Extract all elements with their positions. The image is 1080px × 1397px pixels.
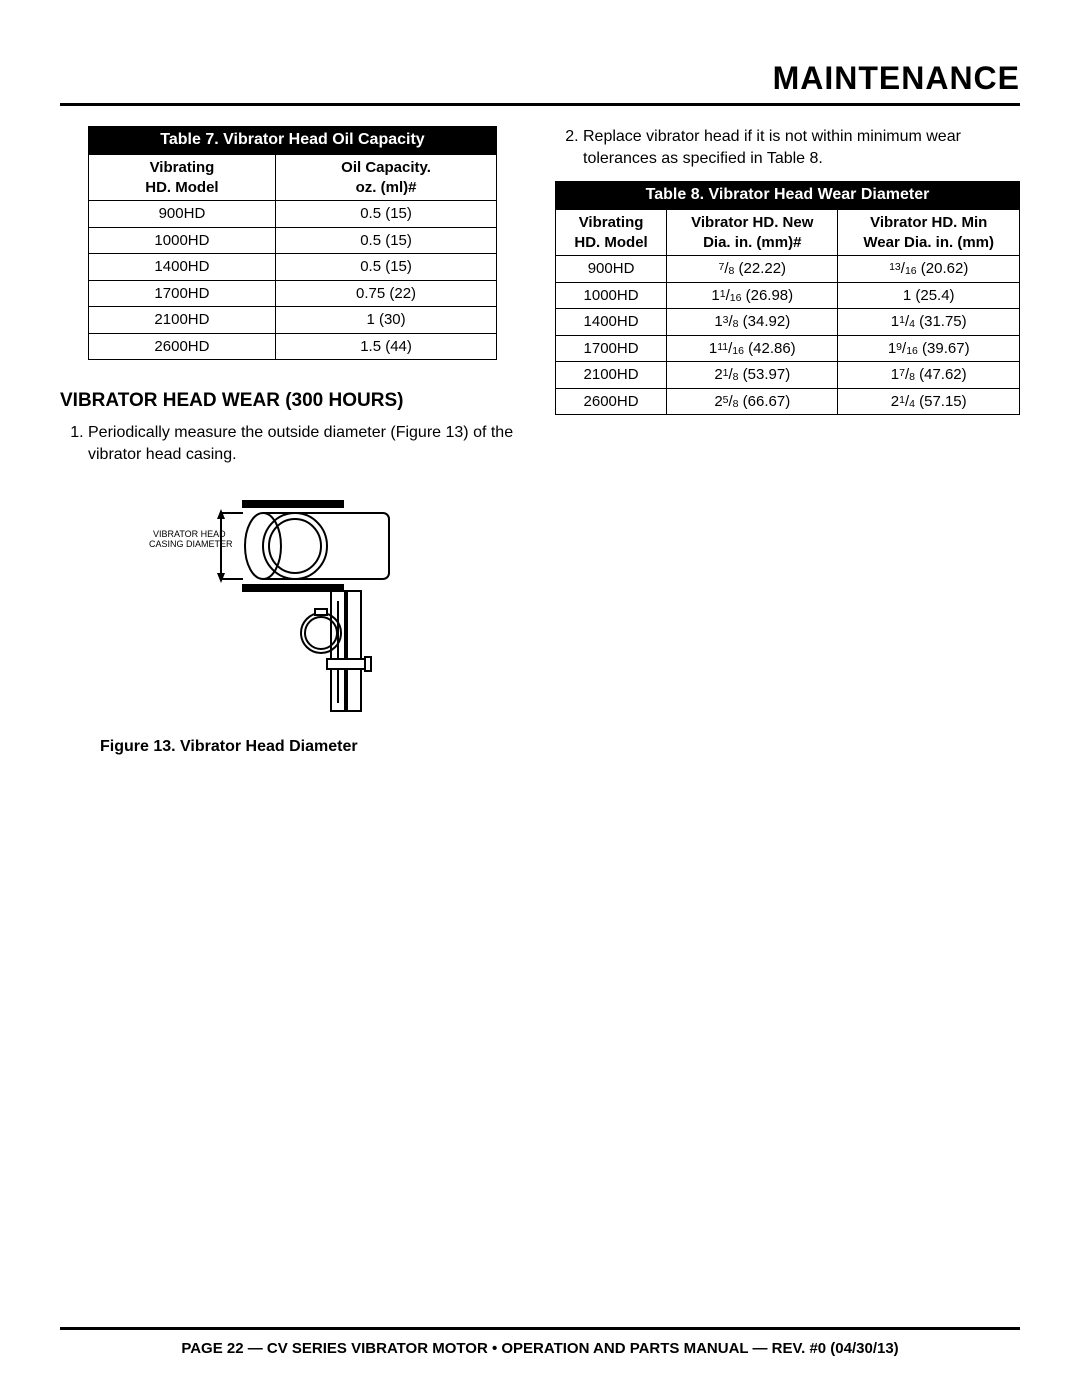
t8-h3a: Vibrator HD. Min: [870, 214, 987, 231]
table-row: 2600HD1.5 (44): [88, 333, 496, 360]
t8-cell-new: 21/8 (53.97): [667, 362, 838, 389]
step-1: Periodically measure the outside diamete…: [88, 422, 525, 465]
t7-h2a: Oil Capacity.: [341, 159, 431, 176]
t7-header-capacity: Oil Capacity. oz. (ml)#: [275, 155, 496, 201]
figure-13-caption: Figure 13. Vibrator Head Diameter: [60, 738, 525, 756]
t7-cell-model: 1000HD: [88, 227, 275, 254]
left-column: Table 7. Vibrator Head Oil Capacity Vibr…: [60, 126, 525, 764]
t7-cell-model: 1700HD: [88, 280, 275, 307]
t7-cell-capacity: 1.5 (44): [275, 333, 496, 360]
t8-header-model: Vibrating HD. Model: [556, 210, 667, 256]
t7-cell-capacity: 0.5 (15): [275, 254, 496, 281]
t8-cell-model: 900HD: [556, 256, 667, 283]
t8-header-new: Vibrator HD. New Dia. in. (mm)#: [667, 210, 838, 256]
t7-cell-capacity: 1 (30): [275, 307, 496, 334]
figure-13: VIBRATOR HEAD CASING DIAMETER Figure 13.…: [60, 483, 525, 756]
t8-cell-model: 2100HD: [556, 362, 667, 389]
step-2: Replace vibrator head if it is not withi…: [583, 126, 1020, 169]
t8-h2b: Dia. in. (mm)#: [703, 234, 801, 251]
t8-cell-min: 19/16 (39.67): [838, 335, 1020, 362]
t8-h1a: Vibrating: [579, 214, 644, 231]
table-row: 2100HD21/8 (53.97)17/8 (47.62): [556, 362, 1020, 389]
section-heading: VIBRATOR HEAD WEAR (300 HOURS): [60, 390, 525, 412]
t8-cell-model: 1400HD: [556, 309, 667, 336]
fig-label-1: VIBRATOR HEAD: [153, 529, 226, 539]
t8-cell-new: 7/8 (22.22): [667, 256, 838, 283]
table-row: 900HD7/8 (22.22)13/16 (20.62): [556, 256, 1020, 283]
t8-h1b: HD. Model: [574, 234, 647, 251]
t7-header-model: Vibrating HD. Model: [88, 155, 275, 201]
t8-h2a: Vibrator HD. New: [691, 214, 813, 231]
table-8: Table 8. Vibrator Head Wear Diameter Vib…: [555, 181, 1020, 415]
table-8-caption: Table 8. Vibrator Head Wear Diameter: [555, 181, 1020, 209]
t8-cell-min: 21/4 (57.15): [838, 388, 1020, 415]
t8-cell-model: 1000HD: [556, 282, 667, 309]
t7-cell-model: 2100HD: [88, 307, 275, 334]
content-columns: Table 7. Vibrator Head Oil Capacity Vibr…: [60, 126, 1020, 764]
table-row: 1000HD11/16 (26.98)1 (25.4): [556, 282, 1020, 309]
right-steps: Replace vibrator head if it is not withi…: [555, 126, 1020, 169]
title-rule: [60, 103, 1020, 106]
fig-label-2: CASING DIAMETER: [149, 539, 233, 549]
t8-cell-min: 13/16 (20.62): [838, 256, 1020, 283]
table-row: 1400HD0.5 (15): [88, 254, 496, 281]
t8-cell-model: 2600HD: [556, 388, 667, 415]
figure-13-svg: VIBRATOR HEAD CASING DIAMETER: [143, 483, 443, 728]
table-row: 1700HD0.75 (22): [88, 280, 496, 307]
table-7: Table 7. Vibrator Head Oil Capacity Vibr…: [88, 126, 497, 360]
table-row: 1400HD13/8 (34.92)11/4 (31.75): [556, 309, 1020, 336]
table-row: 900HD0.5 (15): [88, 201, 496, 228]
t8-cell-new: 11/16 (26.98): [667, 282, 838, 309]
footer-text: PAGE 22 — CV SERIES VIBRATOR MOTOR • OPE…: [60, 1340, 1020, 1357]
t7-cell-model: 1400HD: [88, 254, 275, 281]
footer-rule: [60, 1327, 1020, 1330]
table-row: 2100HD1 (30): [88, 307, 496, 334]
t8-cell-new: 25/8 (66.67): [667, 388, 838, 415]
t7-cell-capacity: 0.75 (22): [275, 280, 496, 307]
t8-cell-min: 17/8 (47.62): [838, 362, 1020, 389]
t8-header-min: Vibrator HD. Min Wear Dia. in. (mm): [838, 210, 1020, 256]
t8-cell-new: 13/8 (34.92): [667, 309, 838, 336]
page-footer: PAGE 22 — CV SERIES VIBRATOR MOTOR • OPE…: [60, 1327, 1020, 1357]
t7-h1b: HD. Model: [145, 179, 218, 196]
t7-cell-capacity: 0.5 (15): [275, 227, 496, 254]
t8-cell-min: 11/4 (31.75): [838, 309, 1020, 336]
t7-h1a: Vibrating: [150, 159, 215, 176]
t8-cell-model: 1700HD: [556, 335, 667, 362]
t7-cell-capacity: 0.5 (15): [275, 201, 496, 228]
t8-cell-min: 1 (25.4): [838, 282, 1020, 309]
t7-h2b: oz. (ml)#: [356, 179, 417, 196]
page-title: MAINTENANCE: [60, 60, 1020, 97]
t8-cell-new: 111/16 (42.86): [667, 335, 838, 362]
table-row: 2600HD25/8 (66.67)21/4 (57.15): [556, 388, 1020, 415]
t8-h3b: Wear Dia. in. (mm): [863, 234, 994, 251]
t7-cell-model: 900HD: [88, 201, 275, 228]
t7-cell-model: 2600HD: [88, 333, 275, 360]
table-row: 1700HD111/16 (42.86)19/16 (39.67): [556, 335, 1020, 362]
right-column: Replace vibrator head if it is not withi…: [555, 126, 1020, 764]
table-row: 1000HD0.5 (15): [88, 227, 496, 254]
left-steps: Periodically measure the outside diamete…: [60, 422, 525, 465]
table-7-caption: Table 7. Vibrator Head Oil Capacity: [88, 126, 497, 154]
